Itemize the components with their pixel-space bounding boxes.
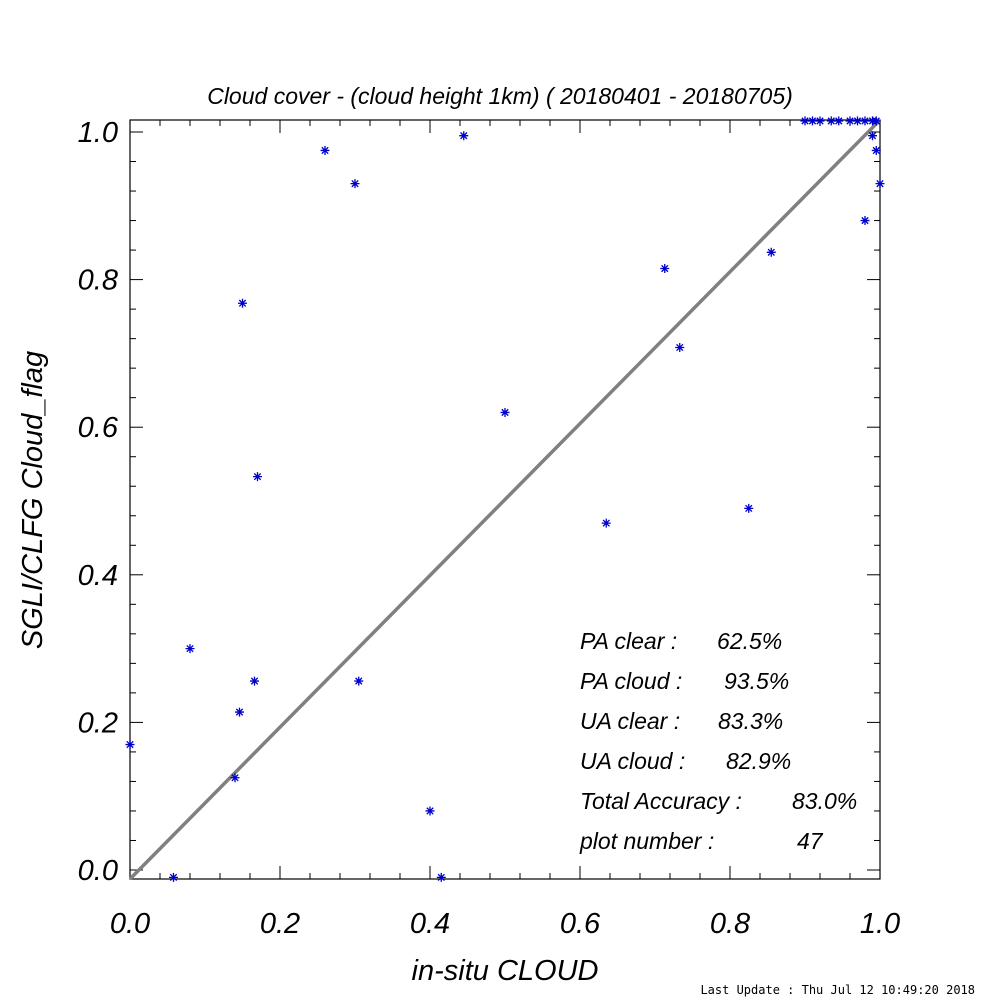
data-point: [853, 116, 862, 126]
data-point: [169, 872, 178, 882]
data-point: [425, 806, 435, 816]
stats-block: PA clear : 62.5% PA cloud : 93.5% UA cle…: [579, 628, 857, 854]
stat-label-plot-number: plot number :: [579, 828, 714, 854]
stat-value-ua-cloud: 82.9%: [726, 748, 791, 774]
y-tick-label: 1.0: [78, 117, 118, 149]
x-tick-label: 0.8: [710, 908, 750, 940]
y-tick-label: 0.4: [78, 560, 118, 592]
data-point: [436, 872, 446, 882]
data-point: [235, 707, 244, 717]
y-tick-label: 0.2: [78, 707, 118, 739]
data-point: [871, 145, 881, 155]
plot-area-frame: [129, 119, 881, 880]
x-tick-label: 0.2: [260, 908, 300, 940]
y-tick-label: 0.0: [78, 855, 118, 887]
stat-label-ua-cloud: UA cloud :: [580, 748, 685, 774]
data-point: [253, 472, 262, 482]
axis-ticks: [129, 120, 881, 879]
x-tick-label: 0.4: [410, 908, 450, 940]
data-point: [320, 145, 330, 155]
data-point: [860, 216, 870, 226]
data-point: [744, 503, 754, 513]
stat-value-ua-clear: 83.3%: [718, 708, 783, 734]
data-point: [125, 740, 135, 750]
data-point: [675, 342, 685, 352]
data-point: [354, 676, 364, 686]
stat-value-pa-clear: 62.5%: [717, 628, 782, 654]
y-tick-label: 0.6: [78, 412, 119, 444]
data-point: [230, 773, 240, 783]
data-point: [871, 116, 881, 126]
stat-value-plot-number: 47: [797, 828, 824, 854]
stat-label-ua-clear: UA clear :: [580, 708, 680, 734]
data-point: [875, 179, 885, 189]
chart-title: Cloud cover - (cloud height 1km) ( 20180…: [207, 83, 793, 109]
data-point: [660, 264, 670, 274]
stat-label-pa-clear: PA clear :: [580, 628, 677, 654]
data-point: [250, 676, 259, 686]
y-tick-label: 0.8: [78, 265, 118, 297]
x-tick-label: 0.0: [110, 908, 150, 940]
x-tick-labels: 0.0 0.2 0.4 0.6 0.8 1.0: [110, 908, 900, 940]
last-update-footer: Last Update : Thu Jul 12 10:49:20 2018: [700, 983, 975, 997]
stat-value-total-accuracy: 83.0%: [792, 788, 857, 814]
x-axis-label: in-situ CLOUD: [412, 955, 599, 987]
data-point: [808, 116, 817, 126]
stat-label-pa-cloud: PA cloud :: [580, 668, 682, 694]
y-tick-labels: 0.0 0.2 0.4 0.6 0.8 1.0: [78, 117, 119, 887]
data-point: [766, 247, 776, 257]
one-to-one-line: [128, 118, 882, 881]
x-tick-label: 1.0: [860, 908, 900, 940]
data-point: [826, 116, 836, 126]
data-point: [815, 116, 825, 126]
data-point: [350, 179, 360, 189]
data-point: [601, 518, 611, 528]
data-point: [834, 116, 844, 126]
data-points: [125, 116, 885, 882]
x-tick-label: 0.6: [560, 908, 601, 940]
data-point: [845, 116, 855, 126]
stat-label-total-accuracy: Total Accuracy :: [580, 788, 742, 814]
data-point: [459, 131, 469, 141]
stat-value-pa-cloud: 93.5%: [724, 668, 789, 694]
y-axis-label: SGLI/CLFG Cloud_flag: [17, 351, 49, 649]
data-point: [800, 116, 810, 126]
data-point: [238, 298, 247, 308]
data-point: [868, 131, 877, 141]
data-point: [185, 644, 195, 654]
data-point: [860, 116, 870, 126]
data-point: [500, 407, 510, 417]
